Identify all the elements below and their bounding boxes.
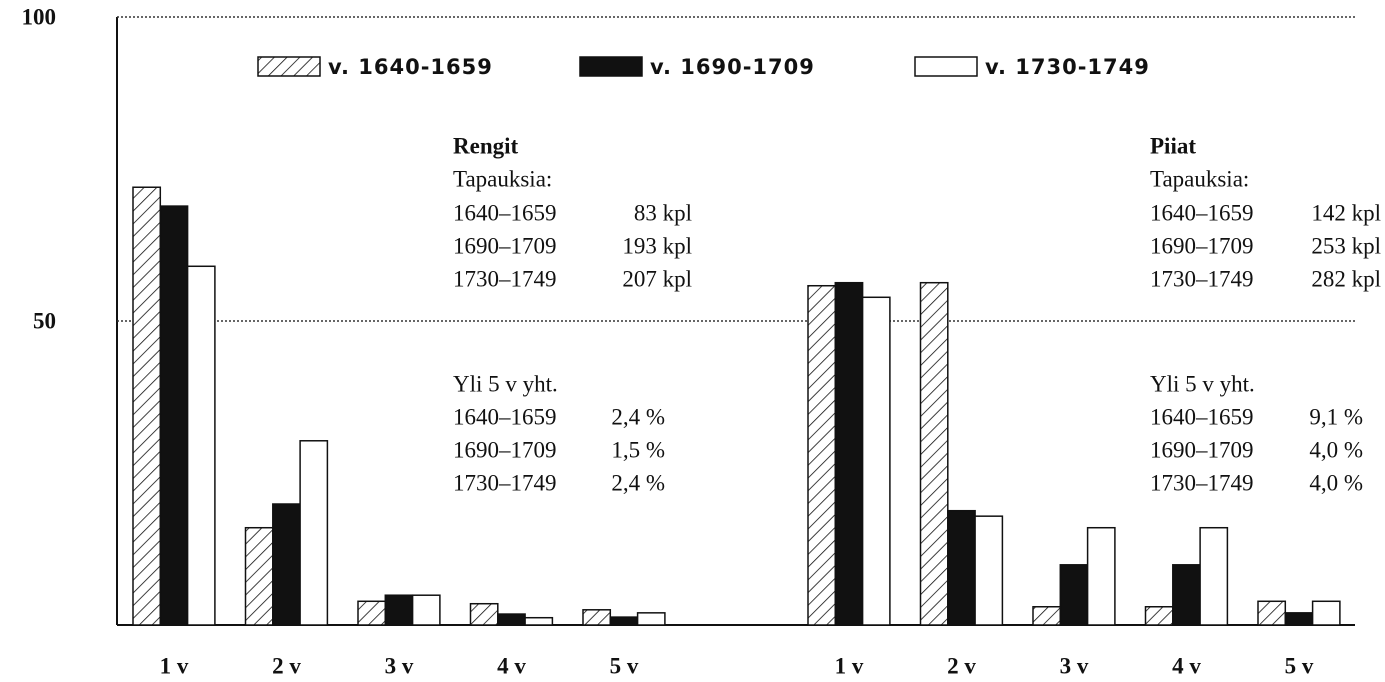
annotation-year: 1640–1659: [453, 404, 557, 429]
annotation-title: Piiat: [1150, 133, 1196, 158]
bar: [159, 205, 189, 626]
annotation-year: 1690–1709: [1150, 233, 1254, 258]
bar: [524, 616, 554, 626]
annotation-subtitle: Tapauksia:: [1150, 166, 1249, 191]
annotation-count: 142 kpl: [1311, 200, 1381, 225]
y-tick-label: 100: [22, 4, 57, 29]
bar: [469, 602, 499, 626]
x-tick-label: 3 v: [385, 653, 414, 678]
legend-swatch: [914, 56, 978, 77]
bar: [384, 594, 414, 626]
y-tick-label: 50: [33, 308, 56, 333]
annotation-percent: 4,0 %: [1309, 437, 1363, 462]
legend-swatch: [257, 56, 321, 77]
bar: [1144, 606, 1174, 626]
bar: [1311, 600, 1341, 626]
annotation-year: 1730–1749: [453, 266, 557, 291]
x-tick-label: 4 v: [497, 653, 526, 678]
annotation-year: 1730–1749: [1150, 266, 1254, 291]
bar: [974, 515, 1004, 626]
annotation-count: 253 kpl: [1311, 233, 1381, 258]
bar: [834, 281, 864, 626]
annotation-subtitle: Tapauksia:: [453, 166, 552, 191]
annotation-percent: 1,5 %: [611, 437, 665, 462]
bar: [609, 616, 639, 626]
annotation-count: 83 kpl: [634, 200, 692, 225]
annotation-year: 1690–1709: [453, 437, 557, 462]
bar: [636, 612, 666, 626]
x-tick-label: 5 v: [610, 653, 639, 678]
bar: [582, 609, 612, 626]
annotation-percent: 2,4 %: [611, 404, 665, 429]
bar: [1032, 606, 1062, 626]
bar: [299, 440, 329, 626]
annotation-year: 1640–1659: [453, 200, 557, 225]
bar: [1172, 564, 1201, 626]
annotation-year: 1730–1749: [453, 470, 557, 495]
bar: [947, 509, 976, 626]
annotation-count: 282 kpl: [1311, 266, 1381, 291]
annotation-percent: 9,1 %: [1309, 404, 1363, 429]
annotation-percent: 2,4 %: [611, 470, 665, 495]
annotation-percent: 4,0 %: [1309, 470, 1363, 495]
bar: [132, 186, 162, 626]
legend-label: v. 1690-1709: [650, 55, 815, 79]
legend-swatch: [579, 56, 643, 77]
x-tick-label: 1 v: [160, 653, 189, 678]
bar: [919, 281, 949, 626]
bar: [1257, 600, 1287, 626]
bar: [1086, 526, 1116, 626]
bar: [1284, 612, 1314, 626]
annotation-year: 1690–1709: [453, 233, 557, 258]
bar: [1059, 564, 1089, 626]
annotation-note-title: Yli 5 v yht.: [1150, 371, 1255, 396]
annotation-count: 193 kpl: [622, 233, 692, 258]
annotation-year: 1690–1709: [1150, 437, 1254, 462]
annotation-year: 1730–1749: [1150, 470, 1254, 495]
x-tick-label: 3 v: [1060, 653, 1089, 678]
annotation-count: 207 kpl: [622, 266, 692, 291]
x-tick-label: 5 v: [1285, 653, 1314, 678]
bar: [861, 296, 891, 626]
bar: [807, 284, 837, 626]
annotation-year: 1640–1659: [1150, 404, 1254, 429]
bar: [186, 265, 216, 626]
bar: [272, 503, 301, 626]
legend-label: v. 1730-1749: [985, 55, 1150, 79]
x-tick-label: 2 v: [947, 653, 976, 678]
x-tick-label: 1 v: [835, 653, 864, 678]
x-tick-label: 2 v: [272, 653, 301, 678]
bar: [1199, 526, 1229, 626]
bar: [497, 613, 526, 626]
annotation-note-title: Yli 5 v yht.: [453, 371, 558, 396]
bar: [357, 600, 387, 626]
bar: [244, 526, 274, 626]
x-tick-label: 4 v: [1172, 653, 1201, 678]
annotation-year: 1640–1659: [1150, 200, 1254, 225]
bar: [411, 594, 441, 626]
annotation-title: Rengit: [453, 133, 519, 158]
legend-label: v. 1640-1659: [328, 55, 493, 79]
